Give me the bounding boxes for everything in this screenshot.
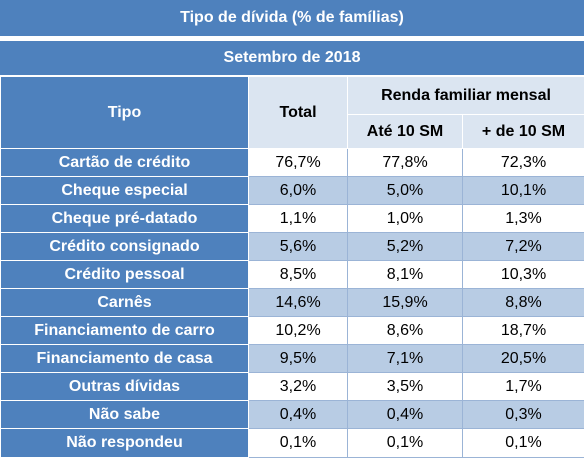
cell-mais-10-sm: 20,5% (462, 344, 584, 373)
row-label: Não sabe (0, 400, 249, 429)
cell-total: 3,2% (248, 372, 348, 401)
table-row: Crédito consignado 5,6% 5,2% 7,2% (0, 232, 584, 261)
table-row: Financiamento de casa 9,5% 7,1% 20,5% (0, 344, 584, 373)
cell-total: 8,5% (248, 260, 348, 289)
cell-mais-10-sm: 1,7% (462, 372, 584, 401)
row-label: Financiamento de carro (0, 316, 249, 345)
row-label: Não respondeu (0, 428, 249, 458)
header-tipo: Tipo (0, 76, 249, 149)
cell-ate-10-sm: 1,0% (347, 204, 463, 233)
cell-total: 76,7% (248, 148, 348, 177)
table-row: Carnês 14,6% 15,9% 8,8% (0, 288, 584, 317)
debt-type-table: Tipo Total Renda familiar mensal Até 10 … (0, 76, 584, 458)
cell-mais-10-sm: 10,3% (462, 260, 584, 289)
cell-total: 14,6% (248, 288, 348, 317)
cell-ate-10-sm: 7,1% (347, 344, 463, 373)
cell-mais-10-sm: 10,1% (462, 176, 584, 205)
row-label: Cheque especial (0, 176, 249, 205)
cell-ate-10-sm: 5,2% (347, 232, 463, 261)
table-body: Cartão de crédito 76,7% 77,8% 72,3% Cheque e… (0, 148, 584, 458)
table-row: Cheque especial 6,0% 5,0% 10,1% (0, 176, 584, 205)
cell-mais-10-sm: 18,7% (462, 316, 584, 345)
cell-ate-10-sm: 8,1% (347, 260, 463, 289)
cell-mais-10-sm: 0,3% (462, 400, 584, 429)
table-subtitle: Setembro de 2018 (0, 41, 584, 76)
header-total: Total (248, 76, 348, 149)
cell-ate-10-sm: 15,9% (347, 288, 463, 317)
cell-total: 1,1% (248, 204, 348, 233)
header-renda-familiar: Renda familiar mensal (347, 76, 584, 115)
table-row: Não respondeu 0,1% 0,1% 0,1% (0, 428, 584, 458)
row-label: Outras dívidas (0, 372, 249, 401)
cell-ate-10-sm: 0,4% (347, 400, 463, 429)
header-mais-10-sm: + de 10 SM (462, 114, 584, 149)
table-title: Tipo de dívida (% de famílias) (0, 0, 584, 37)
table-row: Financiamento de carro 10,2% 8,6% 18,7% (0, 316, 584, 345)
cell-total: 10,2% (248, 316, 348, 345)
cell-ate-10-sm: 3,5% (347, 372, 463, 401)
table-row: Cheque pré-datado 1,1% 1,0% 1,3% (0, 204, 584, 233)
table-row: Outras dívidas 3,2% 3,5% 1,7% (0, 372, 584, 401)
row-label: Cheque pré-datado (0, 204, 249, 233)
cell-ate-10-sm: 8,6% (347, 316, 463, 345)
cell-total: 0,4% (248, 400, 348, 429)
cell-mais-10-sm: 8,8% (462, 288, 584, 317)
cell-mais-10-sm: 1,3% (462, 204, 584, 233)
row-label: Crédito consignado (0, 232, 249, 261)
header-ate-10-sm: Até 10 SM (347, 114, 463, 149)
cell-mais-10-sm: 0,1% (462, 428, 584, 458)
row-label: Cartão de crédito (0, 148, 249, 177)
cell-total: 5,6% (248, 232, 348, 261)
cell-ate-10-sm: 0,1% (347, 428, 463, 458)
table-row: Crédito pessoal 8,5% 8,1% 10,3% (0, 260, 584, 289)
table-row: Cartão de crédito 76,7% 77,8% 72,3% (0, 148, 584, 177)
cell-ate-10-sm: 77,8% (347, 148, 463, 177)
row-label: Crédito pessoal (0, 260, 249, 289)
cell-mais-10-sm: 72,3% (462, 148, 584, 177)
cell-ate-10-sm: 5,0% (347, 176, 463, 205)
cell-mais-10-sm: 7,2% (462, 232, 584, 261)
row-label: Carnês (0, 288, 249, 317)
cell-total: 0,1% (248, 428, 348, 458)
cell-total: 6,0% (248, 176, 348, 205)
cell-total: 9,5% (248, 344, 348, 373)
table-row: Não sabe 0,4% 0,4% 0,3% (0, 400, 584, 429)
row-label: Financiamento de casa (0, 344, 249, 373)
